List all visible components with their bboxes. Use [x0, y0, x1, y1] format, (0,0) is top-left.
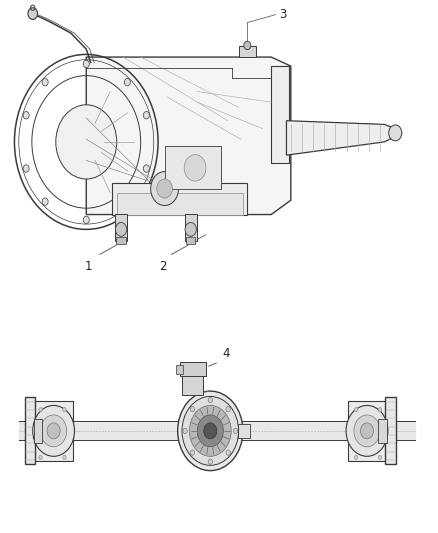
- Circle shape: [157, 179, 173, 198]
- Text: 1: 1: [85, 260, 92, 272]
- Circle shape: [190, 450, 194, 455]
- Circle shape: [346, 406, 388, 456]
- Circle shape: [183, 428, 187, 433]
- Circle shape: [233, 428, 238, 433]
- FancyBboxPatch shape: [185, 214, 197, 240]
- Circle shape: [83, 216, 89, 223]
- Circle shape: [143, 165, 149, 172]
- Circle shape: [83, 60, 89, 68]
- Circle shape: [39, 408, 42, 412]
- Circle shape: [151, 172, 179, 206]
- Circle shape: [63, 455, 66, 459]
- FancyBboxPatch shape: [34, 419, 42, 443]
- Circle shape: [124, 198, 131, 205]
- Circle shape: [378, 455, 382, 459]
- Circle shape: [56, 105, 117, 179]
- Circle shape: [378, 408, 382, 412]
- Circle shape: [124, 78, 131, 86]
- Circle shape: [360, 423, 374, 439]
- Circle shape: [354, 415, 380, 447]
- Circle shape: [244, 41, 251, 50]
- Circle shape: [28, 8, 38, 19]
- Circle shape: [42, 78, 48, 86]
- FancyBboxPatch shape: [239, 46, 255, 56]
- Circle shape: [197, 415, 223, 447]
- Polygon shape: [286, 120, 395, 155]
- FancyBboxPatch shape: [115, 214, 127, 240]
- Circle shape: [178, 391, 243, 471]
- Circle shape: [185, 222, 196, 236]
- Text: 3: 3: [279, 7, 286, 21]
- Circle shape: [41, 415, 67, 447]
- FancyBboxPatch shape: [35, 401, 73, 461]
- Circle shape: [63, 408, 66, 412]
- Circle shape: [182, 397, 239, 465]
- Circle shape: [143, 111, 149, 119]
- Circle shape: [226, 407, 230, 412]
- FancyBboxPatch shape: [25, 398, 35, 464]
- Circle shape: [23, 165, 29, 172]
- FancyBboxPatch shape: [348, 401, 386, 461]
- Circle shape: [204, 423, 217, 439]
- FancyBboxPatch shape: [176, 365, 183, 374]
- FancyBboxPatch shape: [117, 193, 243, 215]
- Circle shape: [116, 222, 127, 236]
- Circle shape: [39, 455, 42, 459]
- Circle shape: [389, 125, 402, 141]
- Circle shape: [33, 406, 74, 456]
- FancyBboxPatch shape: [186, 237, 195, 244]
- Polygon shape: [86, 57, 291, 215]
- Circle shape: [42, 198, 48, 205]
- Circle shape: [226, 450, 230, 455]
- FancyBboxPatch shape: [385, 398, 396, 464]
- Circle shape: [189, 406, 231, 456]
- Circle shape: [47, 423, 60, 439]
- FancyBboxPatch shape: [378, 419, 387, 443]
- Circle shape: [208, 459, 212, 464]
- FancyBboxPatch shape: [238, 424, 250, 438]
- Circle shape: [190, 407, 194, 412]
- Text: 2: 2: [159, 260, 166, 272]
- Text: 4: 4: [223, 347, 230, 360]
- Circle shape: [23, 111, 29, 119]
- Circle shape: [354, 455, 358, 459]
- FancyBboxPatch shape: [165, 146, 221, 189]
- Circle shape: [354, 408, 358, 412]
- Circle shape: [184, 155, 206, 181]
- Circle shape: [208, 398, 212, 403]
- Polygon shape: [271, 66, 289, 163]
- FancyBboxPatch shape: [180, 362, 206, 376]
- FancyBboxPatch shape: [116, 237, 126, 244]
- FancyBboxPatch shape: [183, 374, 203, 395]
- FancyBboxPatch shape: [113, 183, 247, 215]
